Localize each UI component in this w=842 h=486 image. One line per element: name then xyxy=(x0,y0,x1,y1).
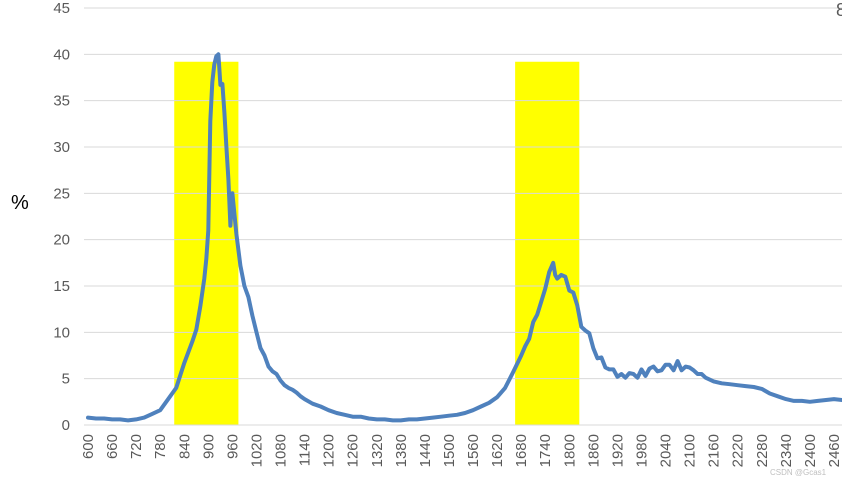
x-tick-label: 600 xyxy=(80,434,97,459)
x-tick-label: 1740 xyxy=(537,434,554,467)
x-tick-label: 1440 xyxy=(417,434,434,467)
x-tick-label: 720 xyxy=(128,434,145,459)
x-tick-label: 1380 xyxy=(393,434,410,467)
x-tick-label: 900 xyxy=(200,434,217,459)
x-tick-label: 1920 xyxy=(609,434,626,467)
highlight-bands xyxy=(174,61,580,425)
highlight-band-2 xyxy=(515,61,580,425)
x-tick-label: 1860 xyxy=(585,434,602,467)
x-axis: 600 660 720 780 840 900 960 1020 1080 1140 1200 126… xyxy=(80,434,842,467)
y-tick-label: 20 xyxy=(53,232,70,249)
x-tick-label: 2100 xyxy=(682,434,699,467)
x-tick-label: 1980 xyxy=(633,434,650,467)
x-tick-label: 1500 xyxy=(441,434,458,467)
y-tick-label: 5 xyxy=(62,371,70,388)
x-tick-label: 960 xyxy=(224,434,241,459)
x-tick-label: 2460 xyxy=(826,434,842,467)
x-tick-label: 1680 xyxy=(513,434,530,467)
y-tick-label: 30 xyxy=(53,139,70,156)
y-tick-label: 40 xyxy=(53,46,70,63)
x-tick-label: 1020 xyxy=(248,434,265,467)
y-tick-label: 35 xyxy=(53,93,70,110)
y-tick-label: 45 xyxy=(53,0,70,17)
x-tick-label: 2040 xyxy=(658,434,675,467)
series-layer xyxy=(86,52,842,423)
x-tick-label: 1620 xyxy=(489,434,506,467)
x-tick-label: 2400 xyxy=(802,434,819,467)
x-tick-label: 660 xyxy=(104,434,121,459)
x-tick-label: 1080 xyxy=(273,434,290,467)
series-line-1 xyxy=(86,52,842,423)
y-tick-label: 25 xyxy=(53,185,70,202)
x-tick-label: 2160 xyxy=(706,434,723,467)
corner-glyph: 8 xyxy=(836,0,842,20)
watermark: CSDN @Gcas1 xyxy=(770,468,827,477)
x-tick-label: 1320 xyxy=(369,434,386,467)
x-tick-label: 1140 xyxy=(297,434,314,466)
x-tick-label: 2340 xyxy=(778,434,795,467)
x-tick-label: 780 xyxy=(152,434,169,459)
y-axis: 0 5 10 15 20 25 30 35 40 45 xyxy=(53,0,70,434)
x-tick-label: 840 xyxy=(176,434,193,459)
x-tick-label: 1560 xyxy=(465,434,482,467)
y-tick-label: 0 xyxy=(62,417,70,434)
y-tick-label: 15 xyxy=(53,278,70,295)
y-tick-label: 10 xyxy=(53,324,70,341)
x-tick-label: 1800 xyxy=(561,434,578,467)
x-tick-label: 1260 xyxy=(345,434,362,467)
y-axis-label: % xyxy=(11,192,29,214)
x-tick-label: 2280 xyxy=(754,434,771,467)
x-tick-label: 1200 xyxy=(321,434,338,467)
x-tick-label: 2220 xyxy=(730,434,747,467)
